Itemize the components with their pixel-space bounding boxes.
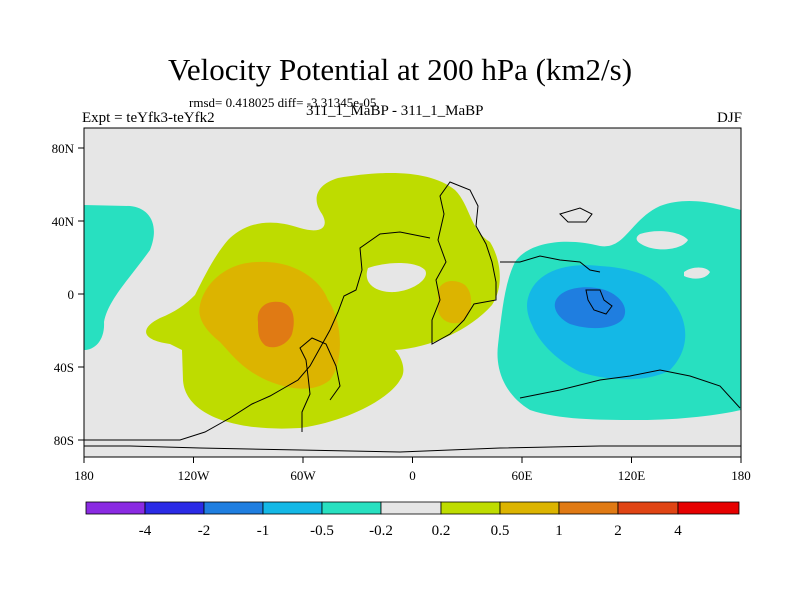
- contour-hole-east-1: [636, 231, 688, 250]
- experiment-label: Expt = teYfk3-teYfk2: [82, 110, 215, 126]
- colorbar-box-3: [262, 501, 323, 515]
- y-tick-label-1: 40N: [52, 214, 75, 229]
- stats-label: rmsd= 0.418025 diff= -3.31345e-05: [189, 95, 377, 110]
- coastline-asia: [500, 255, 601, 273]
- colorbar-label-4: -0.2: [369, 523, 393, 539]
- y-tick-label-4: 80S: [54, 433, 74, 448]
- colorbar-label-3: -0.5: [310, 523, 334, 539]
- season-label: DJF: [716, 110, 742, 126]
- colorbar-label-1: -2: [198, 523, 211, 539]
- coastline-maritime: [585, 289, 613, 315]
- colorbar-box-5: [380, 501, 442, 515]
- contour-negative-1: [554, 287, 626, 329]
- x-tick-label-3: 0: [409, 468, 416, 483]
- coastline-australia: [519, 369, 741, 409]
- chart-title: Velocity Potential at 200 hPa (km2/s): [167, 52, 633, 87]
- colorbar: [85, 501, 740, 515]
- colorbar-box-7: [499, 501, 560, 515]
- coastline-south-america-west: [299, 337, 341, 432]
- colorbar-label-9: 4: [674, 523, 682, 539]
- x-tick-label-5: 120E: [618, 468, 646, 483]
- coastline-americas: [84, 231, 431, 441]
- case-label: 311_1_MaBP - 311_1_MaBP: [306, 103, 484, 119]
- coastline-japan: [559, 207, 593, 223]
- x-tick-label-0: 180: [74, 468, 94, 483]
- y-tick-label-0: 80N: [52, 141, 75, 156]
- coastline-africa: [431, 181, 497, 345]
- colorbar-label-0: -4: [139, 523, 152, 539]
- colorbar-label-6: 0.5: [491, 523, 510, 539]
- y-axis-ticks: [78, 147, 84, 441]
- x-tick-label-1: 120W: [178, 468, 211, 483]
- colorbar-box-0: [85, 501, 146, 515]
- contour-hole-east-2: [684, 267, 710, 279]
- colorbar-label-7: 1: [555, 523, 563, 539]
- colorbar-box-10: [677, 501, 740, 515]
- x-tick-label-6: 180: [731, 468, 751, 483]
- x-axis-ticks: [83, 457, 742, 463]
- y-tick-label-2: 0: [68, 287, 75, 302]
- coastlines: [84, 181, 741, 453]
- contour-positive-1-sa: [257, 301, 294, 348]
- contour-hole-near-zero: [366, 263, 426, 293]
- y-tick-label-3: 40S: [54, 360, 74, 375]
- contour-negative-0.2-west: [84, 205, 154, 350]
- colorbar-box-6: [440, 501, 501, 515]
- colorbar-box-8: [558, 501, 619, 515]
- x-tick-label-4: 60E: [512, 468, 533, 483]
- colorbar-label-5: 0.2: [432, 523, 451, 539]
- x-tick-label-2: 60W: [290, 468, 316, 483]
- colorbar-box-4: [321, 501, 382, 515]
- colorbar-box-2: [203, 501, 264, 515]
- colorbar-box-1: [144, 501, 205, 515]
- colorbar-labels: -4 -2 -1 -0.5 -0.2 0.2 0.5 1 2 4: [139, 523, 683, 539]
- coastline-antarctica: [84, 445, 741, 453]
- contour-positive-0.5-africa: [438, 280, 472, 324]
- colorbar-label-8: 2: [614, 523, 622, 539]
- colorbar-box-9: [617, 501, 679, 515]
- colorbar-label-2: -1: [257, 523, 270, 539]
